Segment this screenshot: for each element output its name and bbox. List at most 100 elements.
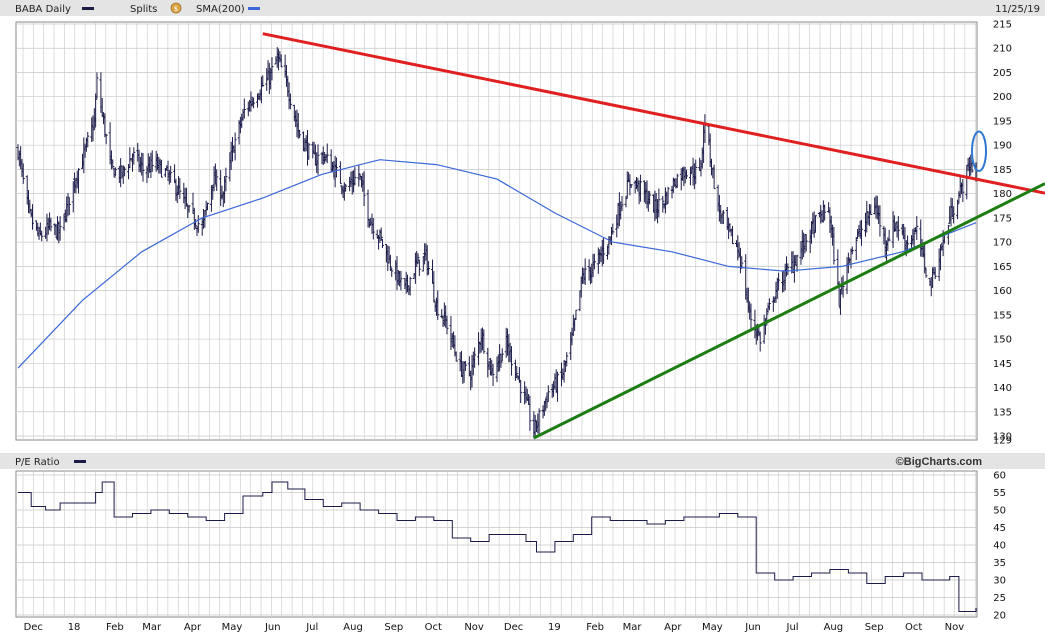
price-bar [112,167,116,178]
price-bar [923,244,927,274]
price-bar [224,167,228,192]
price-bar [362,171,366,207]
price-bars [16,47,978,439]
price-y-tick: 185 [993,165,1012,176]
price-bar [860,219,864,246]
price-bar [454,351,458,362]
price-bar [408,276,412,296]
price-bar [215,169,219,191]
price-y-tick: 160 [993,286,1012,297]
price-bar [21,163,25,184]
x-tick: Oct [425,622,442,633]
price-y-tick: 129 [993,436,1012,447]
price-bar [731,225,735,245]
price-bar [850,246,854,255]
price-bar [721,209,725,225]
price-y-tick: 130 [993,432,1012,443]
price-bar [94,93,98,128]
price-bar [141,152,145,182]
x-tick: Apr [184,622,202,633]
price-bar [933,267,937,280]
price-bar [629,184,633,189]
price-bar [638,174,642,202]
breakout-highlight [971,130,987,172]
price-bar [915,216,919,241]
date-label: 11/25/19 [995,4,1040,15]
price-y-tick: 135 [993,407,1012,418]
dollar-coin-icon: $ [170,2,182,14]
symbol-label: BABA Daily [15,4,71,15]
price-y-tick: 140 [993,383,1012,394]
price-bar [804,234,808,252]
price-bar [509,346,513,376]
price-bar [77,168,81,194]
pe-y-axis: 60 55 50 45 40 35 30 25 20 [993,471,1006,622]
price-bar [602,237,606,264]
pe-header-bar [0,453,1045,469]
price-bar [666,186,670,204]
price-bar [823,204,827,221]
price-bar [187,205,191,213]
price-bar [399,270,403,291]
price-bar [758,331,762,352]
price-y-tick: 165 [993,262,1012,273]
pe-y-tick: 45 [993,523,1006,534]
x-tick: Jul [305,622,318,633]
price-bar [546,385,550,403]
price-bar [648,191,652,205]
sma-200-line [17,159,977,369]
pe-y-tick: 55 [993,488,1006,499]
price-bar [338,161,342,185]
pe-panel: 60 55 50 45 40 35 30 25 20 [15,470,1006,622]
price-bar [537,408,541,435]
price-bar [500,348,504,362]
x-tick: Aug [824,622,844,633]
price-y-tick: 205 [993,68,1012,79]
sma-legend-swatch [248,7,260,10]
price-y-tick: 170 [993,238,1012,249]
price-y-tick: 215 [993,20,1012,31]
price-y-axis: 215 210 205 200 195 190 185 180 175 170 165 160 155 1… [993,20,1012,447]
price-bar [445,315,449,335]
price-bar [854,236,858,261]
price-y-tick: 195 [993,116,1012,127]
pe-ratio-line [18,481,977,612]
price-bar [574,309,578,320]
price-bar [233,132,237,161]
price-bar [812,211,816,238]
price-bar [381,238,385,248]
support-trendline [533,182,1045,440]
price-bar [611,223,615,235]
sma-label: SMA(200) [196,4,245,15]
price-bar [869,204,873,216]
price-y-tick: 145 [993,359,1012,370]
price-bar [104,133,108,145]
price-bar [952,206,956,224]
price-bar [111,159,115,169]
price-y-tick: 180 [993,189,1012,200]
x-tick: Jul [786,622,799,633]
pe-grid [16,471,977,617]
price-y-tick: 175 [993,213,1012,224]
price-bar [528,395,532,431]
price-bar [58,216,62,241]
price-bar [307,142,311,160]
price-bar [473,347,477,368]
x-tick: 18 [68,622,81,633]
price-bar [924,267,928,278]
price-bar [491,364,495,386]
price-bar [712,164,716,190]
price-bar [749,303,753,332]
price-bar [675,173,679,189]
x-tick: Feb [106,622,124,633]
price-bar [279,54,283,68]
price-bar [946,224,950,245]
price-bar [878,205,882,237]
price-bar [688,166,692,186]
pe-y-tick: 30 [993,576,1006,587]
price-bar [556,371,560,402]
x-tick: Sep [384,622,403,633]
price-grid [16,22,977,440]
price-bar [684,169,688,180]
